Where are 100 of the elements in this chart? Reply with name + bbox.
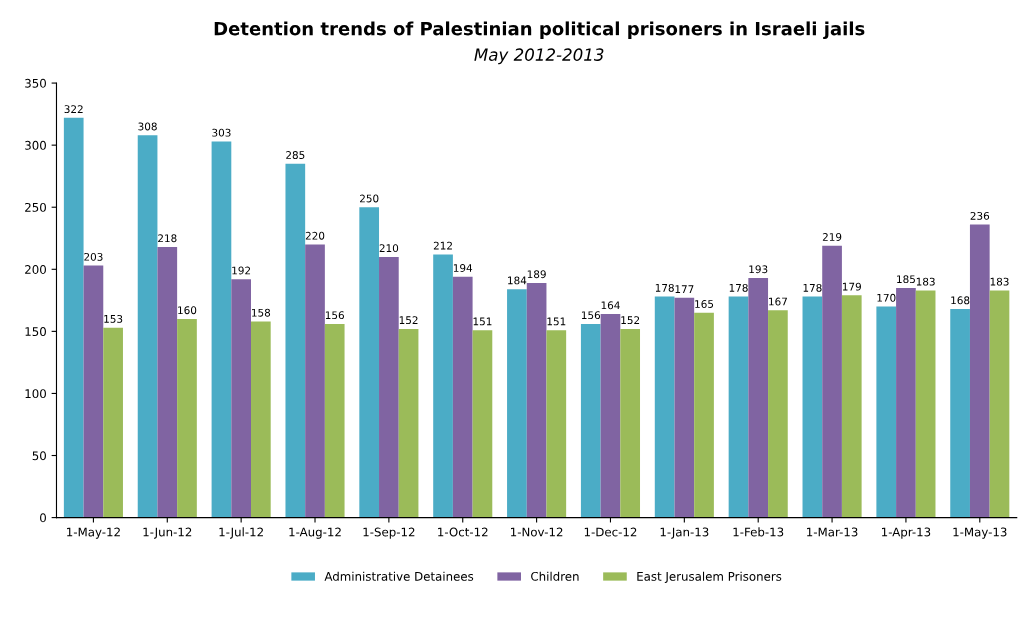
data-label: 177: [675, 285, 694, 293]
data-label: 185: [897, 275, 915, 284]
bar: [359, 207, 380, 518]
bar: [546, 330, 567, 518]
bar: [694, 312, 714, 518]
data-label: 303: [212, 128, 231, 137]
y-tick-label: 50: [32, 451, 46, 461]
bar: [157, 246, 178, 518]
data-label: 160: [178, 306, 197, 315]
chart-title: Detention trends of Palestinian political prisoners in Israeli jails: [214, 21, 865, 40]
bar: [305, 244, 325, 518]
data-label: 156: [325, 311, 344, 320]
x-tick-label: 1-May-13: [953, 527, 1007, 539]
data-label: 193: [749, 265, 768, 274]
data-label: 164: [601, 301, 620, 310]
x-tick-label: 1-Jun-12: [143, 527, 192, 539]
bar: [950, 309, 970, 518]
data-label: 308: [138, 122, 157, 131]
bar: [231, 279, 251, 518]
legend-label: Administrative Detainees: [324, 571, 474, 581]
bar: [915, 290, 936, 518]
x-tick-label: 1-Sep-12: [363, 527, 415, 539]
bar: [452, 276, 473, 518]
data-label: 218: [158, 234, 177, 243]
bar: [324, 323, 345, 518]
data-label: 285: [286, 151, 305, 159]
bar: [103, 327, 123, 518]
bar: [989, 290, 1010, 518]
data-label: 192: [232, 266, 251, 275]
bar: [177, 318, 197, 518]
x-tick-label: 1-Nov-12: [511, 527, 563, 537]
bar: [728, 296, 749, 518]
x-tick-label: 1-Apr-13: [882, 527, 931, 539]
x-tick-label: 1-Dec-12: [584, 527, 637, 537]
data-label: 219: [822, 233, 842, 241]
data-label: 168: [951, 296, 970, 305]
data-label: 167: [769, 297, 787, 306]
y-tick-label: 300: [25, 140, 46, 150]
bar: [211, 141, 232, 518]
bar: [507, 289, 527, 518]
data-label: 184: [508, 276, 527, 285]
data-label: 194: [453, 264, 473, 272]
y-tick-label: 200: [25, 265, 46, 274]
data-label: 203: [84, 252, 103, 261]
data-label: 158: [252, 308, 271, 317]
bar: [896, 287, 916, 518]
legend-label: East Jerusalem Prisoners: [637, 571, 782, 583]
bar: [63, 117, 84, 518]
bar: [472, 330, 493, 518]
bar: [654, 296, 675, 518]
data-label: 178: [655, 283, 674, 292]
bar: [398, 328, 419, 518]
data-label: 183: [916, 277, 935, 286]
data-label: 183: [990, 277, 1009, 286]
bar: [251, 321, 271, 518]
data-label: 151: [473, 317, 492, 326]
bar: [822, 245, 842, 518]
bar: [433, 254, 453, 518]
data-label: 156: [581, 311, 601, 320]
data-label: 153: [104, 314, 123, 323]
data-label: 178: [803, 283, 822, 292]
data-label: 165: [695, 300, 714, 308]
y-tick-label: 250: [25, 202, 46, 212]
y-tick-label: 100: [25, 389, 46, 399]
legend-label: Children: [531, 571, 579, 581]
data-label: 189: [527, 270, 546, 279]
y-tick-label: 350: [25, 78, 46, 88]
data-label: 220: [305, 231, 325, 240]
bar: [600, 313, 621, 518]
data-label: 152: [621, 316, 640, 325]
bar: [802, 296, 823, 518]
bar: [841, 295, 862, 518]
bar: [526, 282, 547, 518]
data-label: 170: [877, 293, 896, 302]
bar: [876, 306, 897, 518]
x-tick-label: 1-Aug-12: [289, 527, 341, 539]
bar: [379, 256, 399, 518]
bar: [137, 135, 158, 518]
y-tick-label: 150: [25, 327, 46, 337]
bar: [768, 310, 788, 518]
bar: [748, 277, 769, 518]
data-label: 178: [729, 283, 748, 292]
bar: [674, 297, 695, 518]
bar: [580, 323, 601, 518]
x-tick-label: 1-Oct-12: [438, 527, 488, 537]
chart-subtitle: May 2012-2013: [474, 48, 604, 65]
bar: [83, 265, 104, 518]
data-label: 236: [970, 211, 990, 220]
y-tick-label: 0: [40, 513, 46, 523]
data-label: 250: [360, 194, 379, 203]
bar: [969, 224, 990, 518]
data-label: 210: [379, 244, 399, 253]
x-tick-label: 1-Jul-12: [219, 527, 263, 539]
data-label: 212: [433, 241, 452, 250]
x-tick-label: 1-May-12: [67, 527, 120, 539]
data-label: 179: [842, 282, 861, 291]
data-label: 322: [64, 105, 83, 114]
bar: [285, 163, 306, 518]
x-tick-label: 1-Mar-13: [807, 527, 858, 537]
x-tick-label: 1-Feb-13: [733, 527, 784, 537]
